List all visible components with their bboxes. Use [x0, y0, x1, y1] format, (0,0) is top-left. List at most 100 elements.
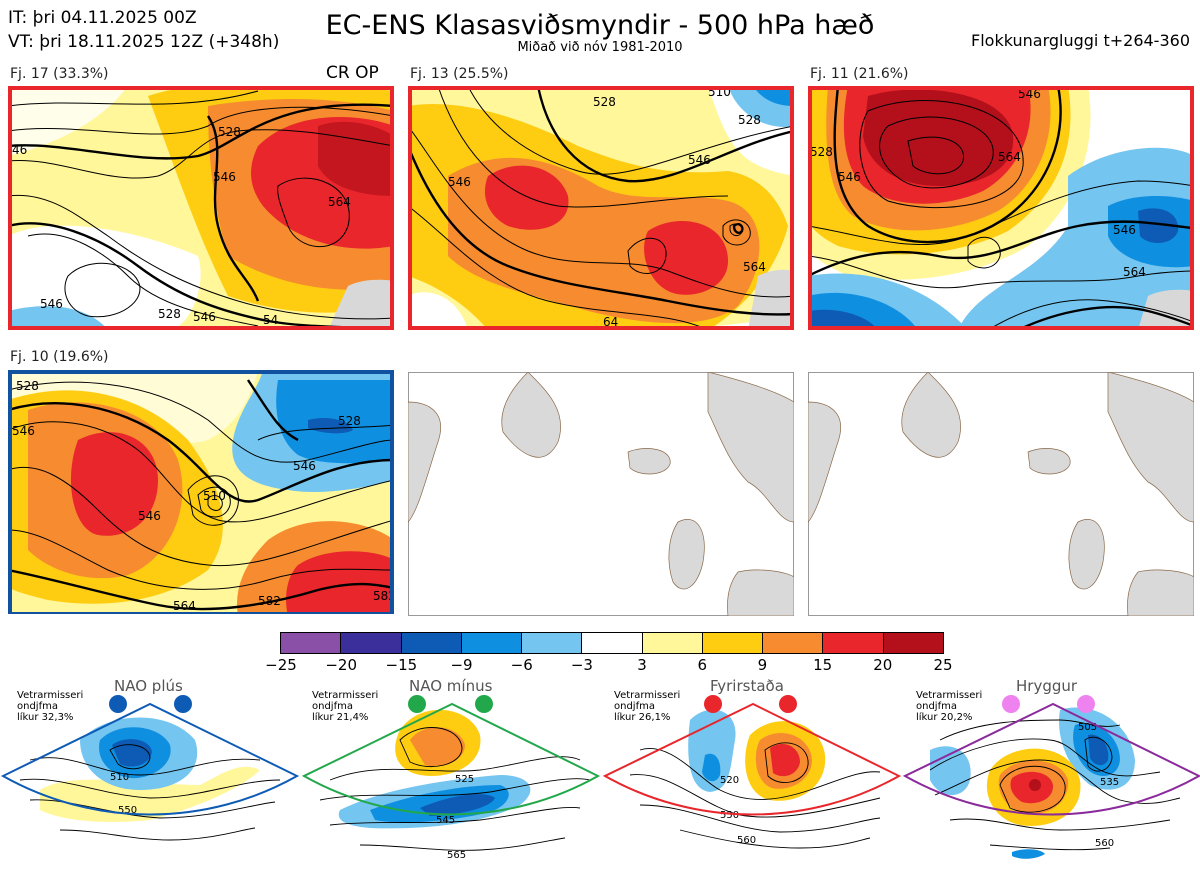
colorbar-segment: [642, 633, 703, 653]
regime-dot: [704, 695, 722, 713]
colorbar-segment: [341, 633, 402, 653]
colorbar-tick-label: 6: [697, 656, 708, 674]
page-title: EC-ENS Klasasviðsmyndir - 500 hPa hæð: [325, 10, 875, 41]
anomaly-strong-positive-area: [286, 551, 394, 614]
colorbar-tick-label: −25: [265, 656, 297, 674]
anomaly-strong-negative-area: [308, 418, 353, 434]
contour-label: 564: [998, 150, 1021, 164]
regime-dot: [1002, 695, 1020, 713]
colorbar-segment: [522, 633, 583, 653]
contour-label: 564: [328, 195, 351, 209]
regime-dot: [779, 695, 797, 713]
contour-label: 528: [218, 125, 241, 139]
regime-ridge: 505 535 560: [902, 702, 1200, 859]
contour-label: 546: [138, 509, 161, 523]
contour-label: 546: [213, 170, 236, 184]
cluster-map-panel: 546 528 546 564 546 528 46 54: [8, 86, 394, 330]
regime-note: Vetrarmisseri ondjfma líkur 20,2%: [916, 690, 983, 723]
colorbar-segment: [823, 633, 884, 653]
cluster-anomaly-map: 546 564 546 546 564 528: [808, 86, 1194, 330]
anomaly-neutral-area: [8, 225, 201, 330]
regime-note: Vetrarmisseri ondjfma líkur 32,3%: [17, 690, 84, 723]
regime-negative-area: [1012, 849, 1045, 859]
colorbar-tick-label: 15: [813, 656, 833, 674]
land-scandinavia: [1107, 372, 1194, 523]
anomaly-neutral-area: [408, 292, 468, 330]
cluster-label: Fj. 10 (19.6%): [10, 349, 109, 365]
cluster-label: Fj. 17 (33.3%): [10, 66, 109, 82]
regime-contour-label: 560: [737, 835, 756, 846]
contour-label: 564: [173, 599, 196, 613]
contour-label: 528: [158, 307, 181, 321]
colorbar-segment: [883, 633, 943, 653]
anomaly-strong-positive-area: [70, 432, 158, 536]
regime-contour-label: 560: [1095, 838, 1114, 849]
contour-label: 46: [12, 143, 27, 157]
contour-label: 528: [738, 113, 761, 127]
cluster-label: Fj. 11 (21.6%): [810, 66, 909, 82]
cluster-anomaly-map: 546 528 546 510 528 564 64: [408, 86, 794, 330]
regime-fan-border: [0, 702, 300, 816]
anomaly-strong-negative-area: [808, 309, 878, 330]
cluster-anomaly-map: 546 528 546 564 546 528 46 54: [8, 86, 394, 330]
colorbar-segment: [281, 633, 342, 653]
colorbar-tick-label: 25: [933, 656, 953, 674]
land-europe: [1127, 569, 1194, 616]
contour-label: 546: [688, 153, 711, 167]
land-greenland: [901, 372, 961, 458]
regime-fan-border: [602, 702, 902, 816]
regime-strong-negative-area: [420, 794, 495, 816]
regime-contour-label: 535: [1100, 777, 1119, 788]
contour-label: 564: [743, 260, 766, 274]
regime-dot: [109, 695, 127, 713]
empty-basemap: [408, 372, 794, 616]
anomaly-peak-area: [318, 121, 394, 196]
contour-label: 546: [12, 424, 35, 438]
anomaly-strong-positive-area: [484, 165, 569, 230]
regime-note: Vetrarmisseri ondjfma líkur 21,4%: [312, 690, 379, 723]
anomaly-negative-area: [8, 306, 108, 330]
regime-strong-positive-area: [770, 743, 800, 777]
regime-contour-label: 550: [720, 810, 739, 821]
cluster-anomaly-map: 528 546 510 546 546 528 564 582 582: [8, 370, 394, 614]
regime-strong-negative-area: [112, 739, 152, 767]
cluster-label: Fj. 13 (25.5%): [410, 66, 509, 82]
land-britain: [1068, 519, 1105, 590]
colorbar-tick-label: 3: [637, 656, 647, 674]
regime-nao-plus: 510 550: [0, 702, 300, 841]
land-iceland: [1027, 448, 1071, 475]
clustering-window: Flokkunargluggi t+264-360: [971, 31, 1190, 50]
colorbar-segment: [763, 633, 824, 653]
contour-label: 528: [16, 379, 39, 393]
regime-positive-area: [410, 727, 465, 767]
run-info: IT: þri 04.11.2025 00Z VT: þri 18.11.202…: [8, 6, 279, 54]
page-subtitle: Miðað við nóv 1981-2010: [517, 40, 683, 55]
contour-label: 546: [448, 175, 471, 189]
regime-fan-border: [902, 702, 1200, 816]
cluster-border: [8, 370, 394, 614]
empty-basemap: [808, 372, 1194, 616]
regime-contour-label: 520: [720, 775, 739, 786]
regime-dot: [1077, 695, 1095, 713]
anomaly-strong-positive-area: [644, 221, 728, 295]
regime-contour-label: 545: [436, 815, 455, 826]
colorbar-tick-label: 20: [873, 656, 893, 674]
regime-dot: [174, 695, 192, 713]
contour-label: 582: [258, 594, 281, 608]
regime-dot: [408, 695, 426, 713]
colorbar-tick-label: −15: [385, 656, 418, 674]
contour-label: 546: [193, 310, 216, 324]
anomaly-negative-area: [753, 86, 794, 106]
cluster-border: [808, 86, 1194, 330]
land-britain: [668, 519, 705, 590]
contour-label: 546: [40, 297, 63, 311]
regime-contour-label: 505: [1078, 722, 1097, 733]
valid-time: VT: þri 18.11.2025 12Z (+348h): [8, 32, 280, 52]
contour-label: 546: [1018, 87, 1041, 101]
regime-title: NAO mínus: [409, 677, 493, 695]
land-grey: [328, 279, 394, 330]
regime-strong-negative-area: [1088, 734, 1109, 766]
contour-label: 54: [263, 313, 278, 327]
contour-label: 546: [838, 170, 861, 184]
contour-label: 546: [1113, 223, 1136, 237]
